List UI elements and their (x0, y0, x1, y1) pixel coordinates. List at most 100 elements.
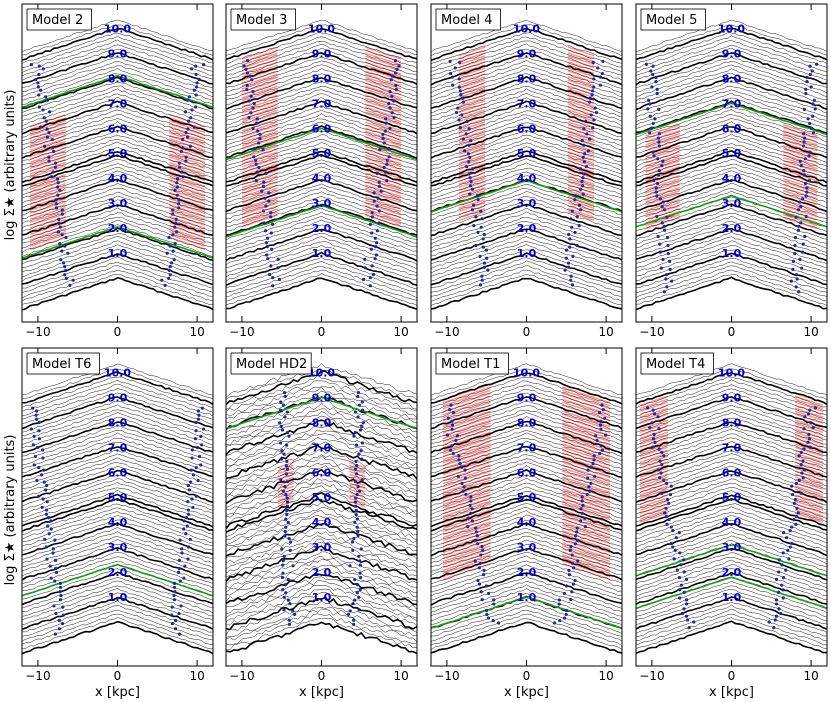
profile-curve (22, 392, 213, 426)
profile-curve (636, 428, 827, 462)
break-marker (461, 100, 465, 104)
time-label: 6.0 (312, 466, 332, 479)
break-marker (271, 275, 275, 280)
profile-curve (226, 608, 417, 643)
profile-curve (636, 433, 827, 466)
break-marker (474, 526, 478, 530)
profile-curve (226, 36, 417, 69)
break-marker (466, 524, 470, 529)
break-marker (492, 602, 496, 606)
profile-curve (22, 596, 213, 630)
profile-curve (22, 105, 213, 138)
time-label: 9.0 (517, 391, 537, 404)
break-marker (455, 434, 460, 438)
break-region-line (365, 118, 402, 132)
x-axis-label: x [kpc] (95, 685, 140, 700)
break-region-line (562, 425, 611, 443)
break-marker (486, 616, 490, 620)
break-marker (805, 80, 809, 84)
break-region-line (365, 64, 402, 78)
time-label: 10.0 (308, 22, 335, 35)
break-marker (187, 545, 191, 549)
break-marker (375, 229, 380, 233)
break-region-line (365, 178, 402, 192)
break-marker (348, 564, 352, 568)
break-marker (261, 184, 266, 189)
break-marker (592, 77, 596, 81)
break-marker (780, 563, 784, 567)
profile-curve (226, 482, 417, 516)
green-epoch-curve (431, 180, 622, 213)
x-tick-label: 0 (728, 669, 736, 683)
break-marker (262, 209, 266, 213)
break-marker (197, 413, 201, 417)
break-region-line (783, 192, 818, 206)
x-tick-label: −10 (229, 325, 254, 339)
profile-curve (22, 371, 213, 406)
break-marker (644, 62, 649, 66)
break-marker (591, 126, 595, 130)
break-region-line (442, 452, 491, 470)
break-marker (461, 137, 465, 141)
break-marker (356, 415, 360, 419)
break-region-line (645, 207, 680, 221)
break-marker (802, 468, 807, 472)
break-marker (265, 253, 269, 257)
break-marker (583, 516, 587, 520)
break-region-line (442, 488, 491, 506)
break-marker (476, 198, 480, 202)
break-region-line (645, 127, 680, 140)
break-marker (389, 78, 393, 82)
break-marker (796, 208, 801, 212)
profile-curve (431, 85, 622, 118)
profile-curve (22, 207, 213, 241)
profile-curve (431, 449, 622, 483)
break-marker (656, 157, 660, 161)
break-marker (281, 489, 286, 493)
break-region-line (562, 446, 611, 464)
break-marker (51, 547, 55, 551)
profile-curve (431, 122, 622, 155)
break-marker (656, 136, 660, 140)
break-region-line (169, 182, 206, 196)
break-marker (354, 513, 358, 517)
break-marker (651, 445, 655, 449)
break-region-line (365, 46, 402, 60)
break-region-line (458, 46, 486, 57)
profile-curve (22, 383, 213, 417)
break-marker (44, 512, 48, 516)
break-marker (567, 573, 571, 577)
break-marker (355, 492, 359, 497)
time-label: 3.0 (108, 197, 128, 210)
break-marker (774, 614, 778, 618)
break-marker (285, 500, 290, 504)
time-label: 3.0 (108, 541, 128, 554)
time-label: 2.0 (722, 222, 742, 235)
profile-curve (431, 491, 622, 524)
profile-curve (22, 475, 213, 507)
break-marker (254, 178, 258, 183)
profile-curve (226, 613, 417, 646)
break-region-line (567, 100, 595, 111)
break-region-line (29, 194, 66, 208)
profile-curve (636, 474, 827, 506)
break-marker (52, 149, 56, 154)
break-marker (451, 451, 455, 456)
break-marker (281, 559, 285, 563)
break-marker (357, 608, 361, 612)
profile-curve (431, 555, 622, 588)
break-marker (50, 175, 54, 179)
break-region-line (562, 452, 611, 470)
break-region-line (241, 100, 278, 114)
break-marker (448, 59, 452, 64)
break-marker (29, 63, 33, 67)
time-label: 6.0 (517, 122, 537, 135)
profile-curve (636, 531, 827, 565)
break-region-line (442, 545, 491, 563)
x-tick-label: 10 (803, 669, 818, 683)
break-marker (172, 585, 177, 590)
break-region-line (442, 446, 491, 464)
break-marker (662, 290, 666, 294)
break-region-line (567, 178, 595, 188)
break-marker (394, 83, 398, 87)
